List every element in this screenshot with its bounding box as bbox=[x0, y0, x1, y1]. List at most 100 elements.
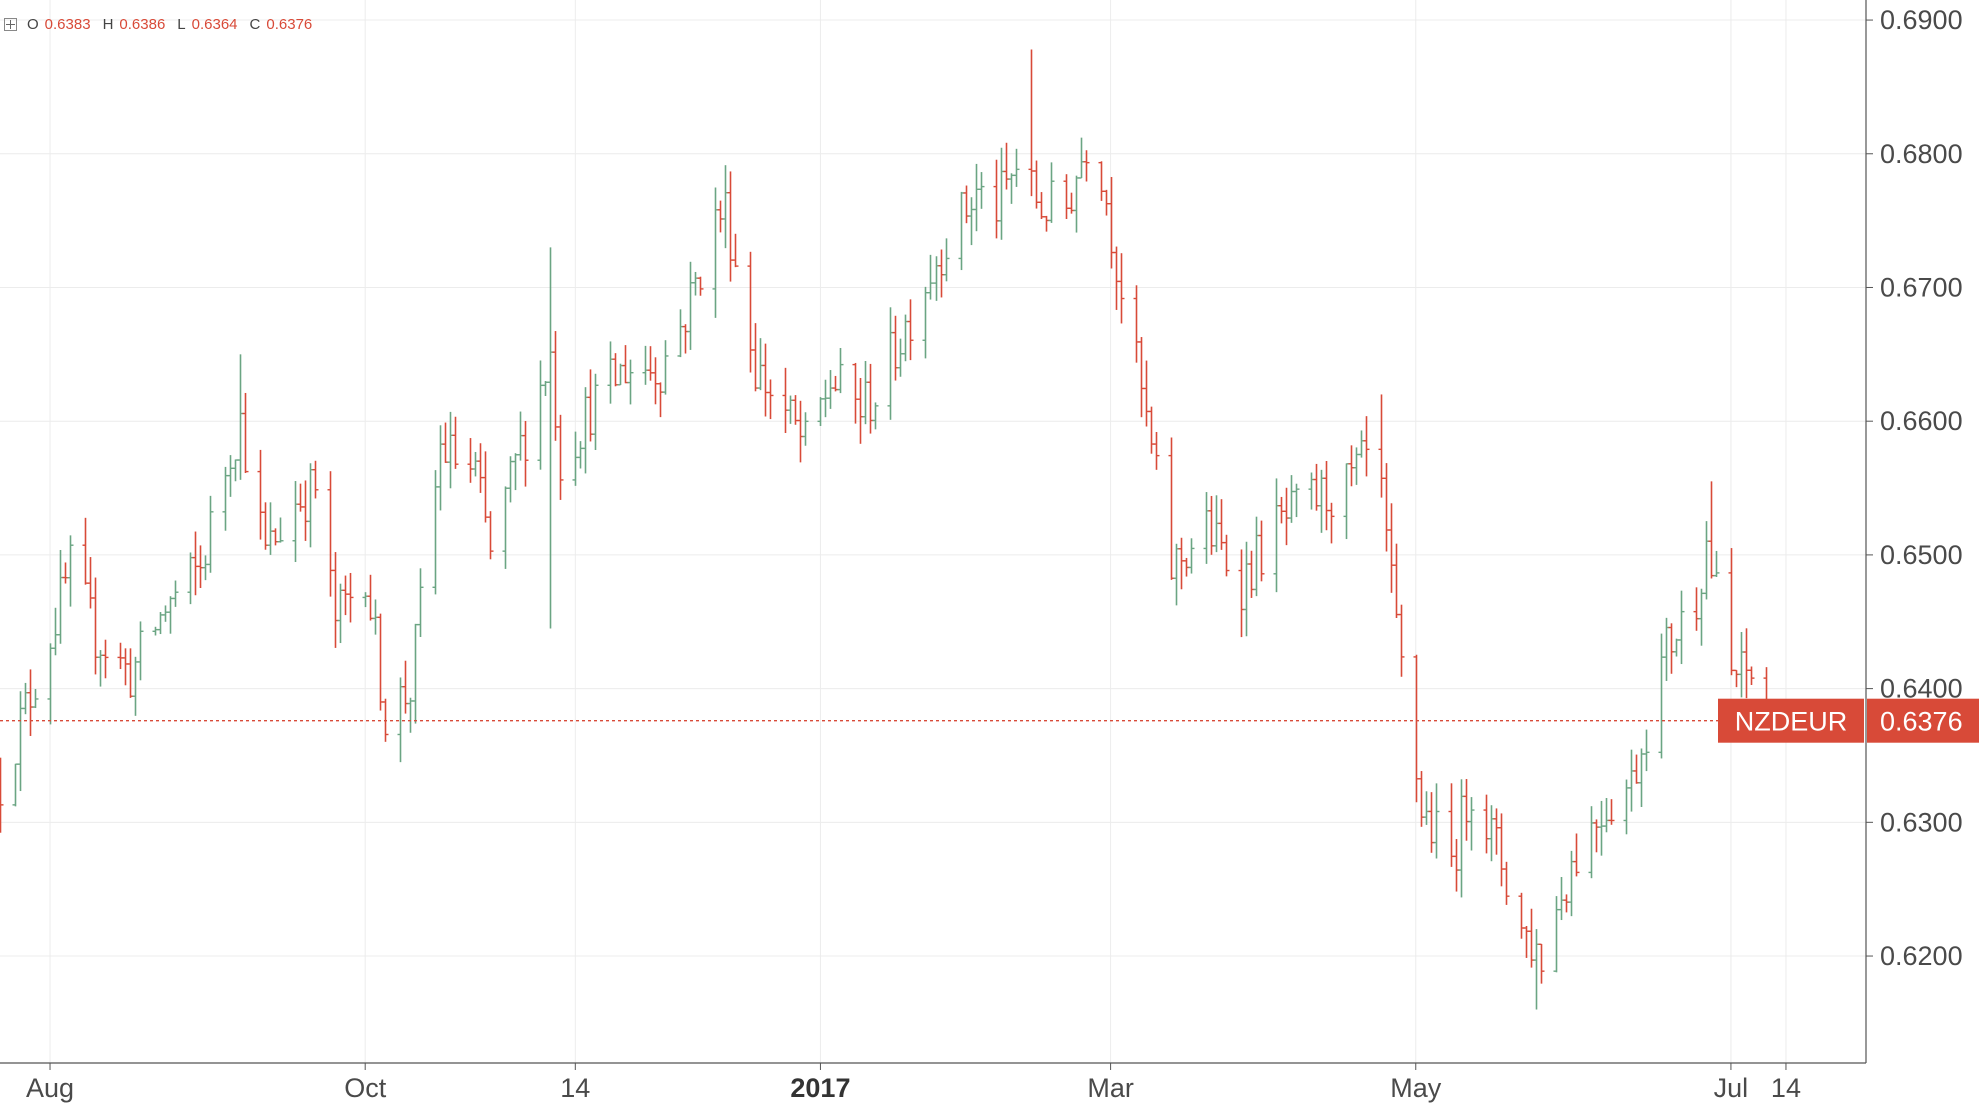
ohlc-bar bbox=[1503, 861, 1510, 905]
ohlc-bar bbox=[447, 411, 454, 489]
ohlc-bar bbox=[652, 357, 659, 405]
y-tick-label: 0.6300 bbox=[1880, 807, 1963, 837]
ohlc-bar bbox=[1033, 160, 1040, 209]
ohlc-bar bbox=[1433, 783, 1440, 859]
ohlc-bar bbox=[1628, 749, 1635, 812]
ohlc-bar bbox=[943, 238, 950, 282]
ohlc-bar bbox=[797, 400, 804, 463]
ohlc-bar bbox=[657, 382, 664, 418]
ohlc-bar bbox=[1008, 173, 1015, 204]
ohlc-bar bbox=[712, 187, 719, 318]
legend-high-label: H bbox=[102, 16, 114, 33]
ohlc-bar bbox=[1733, 669, 1740, 688]
ohlc-bar bbox=[862, 361, 869, 425]
ohlc-bar bbox=[647, 346, 654, 381]
ohlc-bar bbox=[17, 691, 24, 792]
ohlc-bar bbox=[557, 414, 564, 500]
ohlc-bar bbox=[1518, 892, 1525, 939]
ohlc-bar bbox=[1003, 142, 1010, 190]
ohlc-bar bbox=[412, 623, 419, 724]
ohlc-bar bbox=[472, 451, 479, 477]
ohlc-bar bbox=[1083, 150, 1090, 182]
ohlc-bar bbox=[187, 552, 194, 605]
ohlc-bar bbox=[47, 643, 54, 725]
ohlc-bar bbox=[167, 596, 174, 634]
ohlc-bar bbox=[547, 247, 554, 629]
ohlc-bar bbox=[1418, 771, 1425, 827]
ohlc-bar bbox=[998, 147, 1005, 240]
ohlc-bar bbox=[197, 545, 204, 589]
ohlc-bar bbox=[87, 557, 94, 609]
ohlc-bar bbox=[417, 568, 424, 638]
ohlc-bar bbox=[1273, 478, 1280, 593]
expand-plus-icon[interactable] bbox=[4, 18, 17, 31]
ohlc-bar bbox=[1188, 538, 1195, 574]
ohlc-bar bbox=[477, 443, 484, 493]
ohlc-bar bbox=[1113, 246, 1120, 310]
ohlc-bar bbox=[337, 583, 344, 644]
ohlc-bar bbox=[487, 511, 494, 560]
ohlc-bar bbox=[102, 639, 109, 679]
ohlc-bar bbox=[172, 580, 179, 607]
ohlc-bar bbox=[377, 613, 384, 711]
ohlc-bar bbox=[1358, 430, 1365, 458]
ohlc-bar bbox=[407, 697, 414, 733]
ohlc-bar bbox=[963, 185, 970, 224]
ohlc-bar bbox=[802, 412, 809, 446]
ohlc-bar bbox=[1488, 805, 1495, 862]
ohlc-bar bbox=[222, 466, 229, 531]
ohlc-bar bbox=[1413, 654, 1420, 803]
ohlc-bar bbox=[938, 249, 945, 298]
ohlc-bar bbox=[1608, 799, 1615, 825]
ohlc-bar bbox=[522, 420, 529, 487]
symbol-tag bbox=[1718, 698, 1864, 743]
ohlc-bar bbox=[577, 441, 584, 469]
x-tick-label: 2017 bbox=[790, 1073, 850, 1103]
price-tag-label: 0.6376 bbox=[1880, 707, 1963, 737]
ohlc-bar bbox=[1553, 896, 1560, 973]
ohlc-bar bbox=[1138, 337, 1145, 418]
ohlc-bar bbox=[872, 402, 879, 430]
ohlc-bar bbox=[1468, 797, 1475, 851]
ohlc-bar bbox=[1483, 794, 1490, 854]
y-tick-label: 0.6400 bbox=[1880, 674, 1963, 704]
ohlc-bar bbox=[1738, 632, 1745, 698]
ohlc-bar bbox=[307, 463, 314, 548]
ohlc-bar bbox=[1528, 908, 1535, 968]
ohlc-bar bbox=[1328, 502, 1335, 544]
y-tick-label: 0.6200 bbox=[1880, 941, 1963, 971]
y-tick-label: 0.6600 bbox=[1880, 406, 1963, 436]
ohlc-bar bbox=[332, 552, 339, 648]
ohlc-bar bbox=[1348, 445, 1355, 487]
ohlc-bar bbox=[1598, 800, 1605, 856]
x-tick-label: May bbox=[1390, 1073, 1442, 1103]
grid bbox=[0, 0, 1866, 1063]
ohlc-legend: O 0.6383 H 0.6386 L 0.6364 C 0.6376 bbox=[4, 16, 318, 33]
ohlc-bar bbox=[1698, 588, 1705, 646]
ohlc-bar bbox=[1278, 496, 1285, 524]
ohlc-bar bbox=[1178, 537, 1185, 590]
legend-close-value: 0.6376 bbox=[266, 16, 313, 33]
ohlc-bar bbox=[292, 481, 299, 563]
ohlc-bar bbox=[1388, 503, 1395, 593]
ohlc-bar bbox=[1078, 137, 1085, 179]
ohlc-bar bbox=[887, 307, 894, 420]
ohlc-bar bbox=[57, 550, 64, 644]
ohlc-bar bbox=[1293, 483, 1300, 518]
ohlc-bar bbox=[1423, 791, 1430, 825]
ohlc-bar bbox=[202, 555, 209, 581]
ohlc-bar bbox=[257, 449, 264, 540]
ohlc-bar bbox=[622, 345, 629, 384]
ohlc-bar bbox=[452, 416, 459, 469]
ohlc-bar bbox=[1743, 628, 1750, 699]
y-tick-label: 0.6700 bbox=[1880, 272, 1963, 302]
ohlc-bar bbox=[192, 531, 199, 596]
ohlc-bar bbox=[262, 502, 269, 550]
ohlc-bar bbox=[62, 562, 69, 584]
x-tick-label: 14 bbox=[1771, 1073, 1801, 1103]
ohlc-bar bbox=[732, 233, 739, 268]
ohlc-bar bbox=[697, 276, 704, 296]
ohlc-bar bbox=[1703, 521, 1710, 600]
ohlc-bar bbox=[442, 422, 449, 463]
